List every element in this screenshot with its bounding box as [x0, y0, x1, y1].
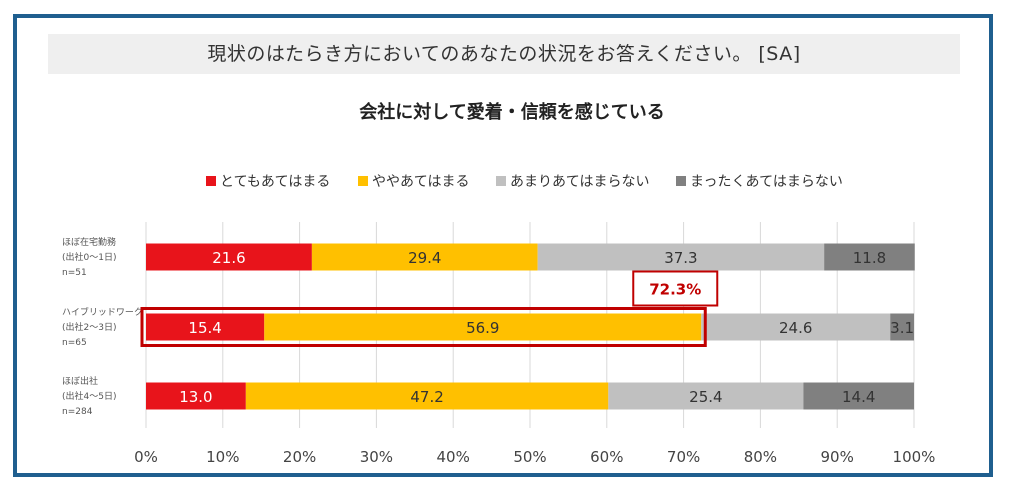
bar-segment: [537, 243, 825, 271]
legend-swatch: [676, 176, 686, 186]
data-label: 56.9: [466, 319, 499, 337]
highlight-box: [140, 307, 707, 347]
x-tick-label: 0%: [134, 448, 158, 466]
legend-label: まったくあてはまらない: [690, 174, 843, 190]
bar-segment: [146, 243, 312, 271]
data-label: 3.1: [890, 319, 914, 337]
bar-segment: [824, 243, 915, 271]
category-label: ほぼ在宅勤務: [62, 236, 116, 248]
question-text: 現状のはたらき方においてのあなたの状況をお答えください。 [SA]: [207, 43, 801, 65]
data-label: 13.0: [179, 388, 212, 406]
category-label: (出社4～5日): [62, 390, 116, 402]
annotation-box: [632, 270, 719, 307]
x-tick-label: 90%: [821, 448, 854, 466]
data-label: 37.3: [664, 249, 697, 267]
annotation-label: 72.3%: [649, 281, 701, 299]
x-tick-label: 30%: [360, 448, 393, 466]
legend-label: あまりあてはまらない: [510, 174, 649, 190]
data-label: 29.4: [408, 249, 441, 267]
legend-swatch: [496, 176, 506, 186]
x-tick-label: 70%: [667, 448, 700, 466]
legend-swatch: [358, 176, 368, 186]
category-label: (出社0～1日): [62, 251, 116, 263]
category-label: n=51: [62, 268, 87, 278]
bar-segment: [608, 382, 804, 410]
category-label: ほぼ出社: [62, 375, 98, 387]
data-label: 25.4: [689, 388, 722, 406]
legend-label: ややあてはまる: [372, 174, 469, 190]
bar-segment: [146, 313, 265, 341]
x-tick-label: 10%: [206, 448, 239, 466]
bar-segment: [803, 382, 914, 410]
bar-segment: [245, 382, 609, 410]
category-label: (出社2～3日): [62, 321, 116, 333]
bar-segment: [890, 313, 914, 341]
chart-title: 会社に対して愛着・信頼を感じている: [359, 102, 665, 123]
question-band: [48, 34, 960, 74]
data-label: 21.6: [212, 249, 245, 267]
bar-segment: [146, 382, 246, 410]
x-tick-label: 100%: [893, 448, 936, 466]
data-label: 14.4: [842, 388, 875, 406]
x-tick-label: 40%: [437, 448, 470, 466]
legend-swatch: [206, 176, 216, 186]
category-label: n=284: [62, 407, 93, 417]
data-label: 24.6: [779, 319, 812, 337]
category-label: ハイブリッドワーク: [62, 306, 143, 318]
bar-segment: [264, 313, 702, 341]
bar-segment: [701, 313, 891, 341]
x-tick-label: 80%: [744, 448, 777, 466]
x-tick-label: 60%: [590, 448, 623, 466]
data-label: 15.4: [188, 319, 221, 337]
x-tick-label: 50%: [513, 448, 546, 466]
category-label: n=65: [62, 338, 87, 348]
legend-label: とてもあてはまる: [220, 174, 330, 190]
bar-segment: [311, 243, 538, 271]
x-tick-label: 20%: [283, 448, 316, 466]
data-label: 47.2: [410, 388, 443, 406]
data-label: 11.8: [853, 249, 886, 267]
